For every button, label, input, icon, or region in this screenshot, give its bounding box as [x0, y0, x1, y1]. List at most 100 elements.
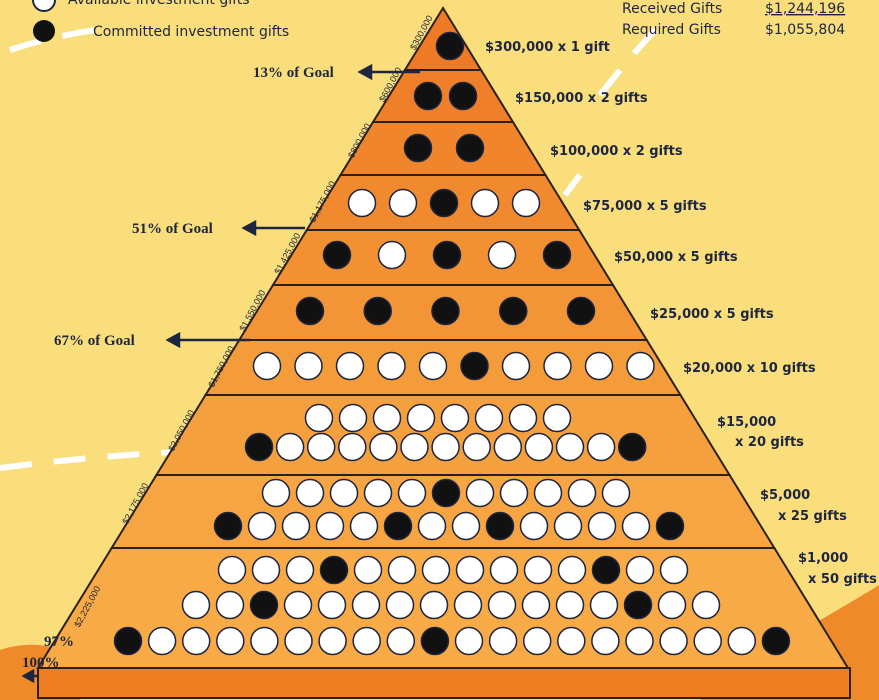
- available-gift: [586, 353, 613, 380]
- available-gift: [353, 592, 380, 619]
- available-gift: [365, 480, 392, 507]
- committed-gift: [461, 353, 488, 380]
- available-gift: [339, 434, 366, 461]
- tier-label: $20,000 x 10 gifts: [683, 361, 816, 376]
- available-gift: [525, 557, 552, 584]
- available-gift: [627, 557, 654, 584]
- committed-gift: [364, 298, 391, 325]
- committed-gift: [568, 298, 595, 325]
- available-gift: [523, 592, 550, 619]
- available-gift: [390, 190, 417, 217]
- available-gift: [491, 557, 518, 584]
- available-gift: [623, 513, 650, 540]
- tier-label: $25,000 x 5 gifts: [650, 307, 774, 322]
- tier-label: x 25 gifts: [778, 509, 847, 524]
- available-gift: [693, 592, 720, 619]
- committed-gift: [215, 513, 242, 540]
- available-gift: [432, 434, 459, 461]
- available-gift: [627, 353, 654, 380]
- available-gift: [285, 628, 312, 655]
- available-gift: [544, 353, 571, 380]
- committed-gift: [115, 628, 142, 655]
- available-gift: [420, 353, 447, 380]
- available-gift: [370, 434, 397, 461]
- available-gift: [353, 628, 380, 655]
- available-gift: [285, 592, 312, 619]
- available-gift: [349, 190, 376, 217]
- committed-gift: [437, 33, 464, 60]
- available-gift: [489, 242, 516, 269]
- base-bar: [38, 668, 850, 698]
- legend-label: Committed investment gifts: [93, 24, 289, 40]
- available-gift: [283, 513, 310, 540]
- available-gift: [379, 242, 406, 269]
- available-gift: [183, 628, 210, 655]
- available-gift: [331, 480, 358, 507]
- committed-gift: [625, 592, 652, 619]
- available-gift: [340, 405, 367, 432]
- available-gift: [457, 557, 484, 584]
- goal-label: 67% of Goal: [54, 333, 135, 349]
- available-gift: [569, 480, 596, 507]
- available-gift: [591, 592, 618, 619]
- available-gift: [626, 628, 653, 655]
- available-gift: [319, 628, 346, 655]
- available-gift: [287, 557, 314, 584]
- available-gift: [217, 592, 244, 619]
- base-label: 100%: [22, 655, 60, 671]
- available-gift: [419, 513, 446, 540]
- base-label: 97%: [44, 634, 74, 650]
- available-gift: [558, 628, 585, 655]
- available-gift: [472, 190, 499, 217]
- tier-label: $100,000 x 2 gifts: [550, 144, 683, 159]
- committed-gift: [421, 628, 448, 655]
- available-gift: [337, 353, 364, 380]
- available-gift: [592, 628, 619, 655]
- available-gift: [374, 405, 401, 432]
- summary-label: Required Gifts: [622, 22, 721, 38]
- available-gift: [263, 480, 290, 507]
- available-gift: [501, 480, 528, 507]
- available-gift: [455, 592, 482, 619]
- committed-gift: [544, 242, 571, 269]
- tier-label: x 20 gifts: [735, 435, 804, 450]
- committed-gift: [450, 83, 477, 110]
- available-gift: [317, 513, 344, 540]
- available-gift: [249, 513, 276, 540]
- committed-gift: [657, 513, 684, 540]
- available-gift: [490, 628, 517, 655]
- committed-gift: [324, 242, 351, 269]
- available-gift: [510, 405, 537, 432]
- available-gift: [544, 405, 571, 432]
- available-gift: [351, 513, 378, 540]
- available-gift: [408, 405, 435, 432]
- committed-gift: [297, 298, 324, 325]
- available-gift: [442, 405, 469, 432]
- available-gift: [557, 434, 584, 461]
- available-gift: [253, 557, 280, 584]
- committed-gift: [487, 513, 514, 540]
- available-gift: [183, 592, 210, 619]
- available-gift: [389, 557, 416, 584]
- available-gift: [219, 557, 246, 584]
- available-gift: [589, 513, 616, 540]
- committed-gift: [251, 592, 278, 619]
- available-gift: [297, 480, 324, 507]
- available-gift: [355, 557, 382, 584]
- available-gift: [149, 628, 176, 655]
- available-gift: [254, 353, 281, 380]
- available-gift: [306, 405, 333, 432]
- available-gift: [660, 628, 687, 655]
- tier-label: $5,000: [760, 488, 810, 503]
- available-gift: [524, 628, 551, 655]
- available-gift: [503, 353, 530, 380]
- tier-label: $150,000 x 2 gifts: [515, 91, 648, 106]
- available-gift: [559, 557, 586, 584]
- tier-label: $50,000 x 5 gifts: [614, 250, 738, 265]
- available-gift: [456, 628, 483, 655]
- available-gift: [494, 434, 521, 461]
- available-gift: [378, 353, 405, 380]
- tier-label: $1,000: [798, 551, 848, 566]
- available-gift: [387, 592, 414, 619]
- goal-label: 13% of Goal: [253, 65, 334, 81]
